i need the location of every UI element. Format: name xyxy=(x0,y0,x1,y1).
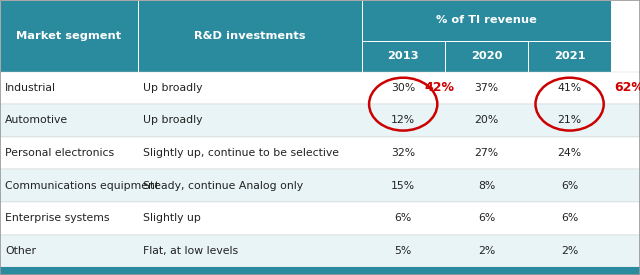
Text: Slightly up: Slightly up xyxy=(143,213,200,223)
Text: 21%: 21% xyxy=(557,116,582,125)
Text: 2013: 2013 xyxy=(387,51,419,61)
Text: 6%: 6% xyxy=(395,213,412,223)
Text: Personal electronics: Personal electronics xyxy=(5,148,115,158)
Bar xyxy=(0,202,640,235)
Text: Other: Other xyxy=(5,246,36,256)
Text: Steady, continue Analog only: Steady, continue Analog only xyxy=(143,181,303,191)
Text: 42%: 42% xyxy=(425,81,454,94)
Text: 6%: 6% xyxy=(561,213,578,223)
Bar xyxy=(0,72,640,104)
Text: 32%: 32% xyxy=(391,148,415,158)
Text: 41%: 41% xyxy=(557,83,582,93)
Bar xyxy=(528,41,611,72)
Text: 2021: 2021 xyxy=(554,51,586,61)
Bar xyxy=(445,41,528,72)
Text: 30%: 30% xyxy=(391,83,415,93)
Text: R&D investments: R&D investments xyxy=(194,31,305,41)
Text: 2%: 2% xyxy=(478,246,495,256)
Text: 27%: 27% xyxy=(474,148,499,158)
Text: 15%: 15% xyxy=(391,181,415,191)
Bar xyxy=(0,267,640,275)
Bar xyxy=(362,0,611,41)
Text: 62%: 62% xyxy=(614,81,640,94)
Text: 6%: 6% xyxy=(561,181,578,191)
Bar xyxy=(0,235,640,267)
Bar xyxy=(138,0,362,72)
Text: 2%: 2% xyxy=(561,246,578,256)
Text: % of TI revenue: % of TI revenue xyxy=(436,15,537,25)
Text: Automotive: Automotive xyxy=(5,116,68,125)
Bar xyxy=(0,0,138,72)
Text: 20%: 20% xyxy=(474,116,499,125)
Text: Enterprise systems: Enterprise systems xyxy=(5,213,109,223)
Text: Flat, at low levels: Flat, at low levels xyxy=(143,246,238,256)
Bar xyxy=(0,137,640,169)
Text: 24%: 24% xyxy=(557,148,582,158)
Bar xyxy=(0,169,640,202)
Text: Slightly up, continue to be selective: Slightly up, continue to be selective xyxy=(143,148,339,158)
Text: Market segment: Market segment xyxy=(16,31,122,41)
Text: 12%: 12% xyxy=(391,116,415,125)
Text: 6%: 6% xyxy=(478,213,495,223)
Text: Industrial: Industrial xyxy=(5,83,56,93)
Text: 2020: 2020 xyxy=(470,51,502,61)
Text: Up broadly: Up broadly xyxy=(143,116,202,125)
Bar xyxy=(0,104,640,137)
Text: Up broadly: Up broadly xyxy=(143,83,202,93)
Text: Communications equipment: Communications equipment xyxy=(5,181,159,191)
Text: 8%: 8% xyxy=(478,181,495,191)
Text: 37%: 37% xyxy=(474,83,499,93)
Text: 5%: 5% xyxy=(395,246,412,256)
Bar xyxy=(362,41,445,72)
